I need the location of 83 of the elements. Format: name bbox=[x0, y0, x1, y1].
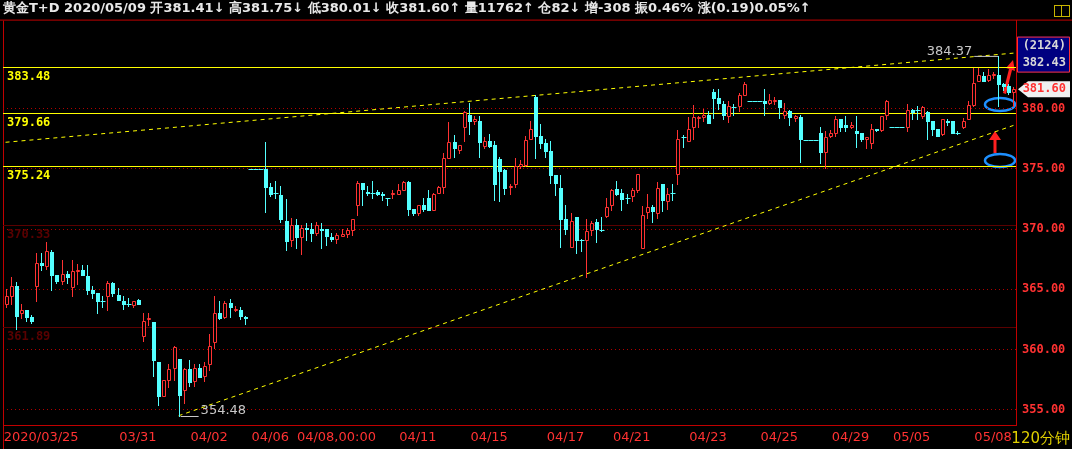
candlestick bbox=[605, 197, 609, 219]
candlestick bbox=[666, 187, 670, 211]
x-tick-label: 04/02 bbox=[190, 428, 228, 444]
annotation: 384.37 bbox=[926, 43, 973, 59]
candlestick bbox=[610, 188, 614, 212]
x-tick-label: 04/11 bbox=[399, 428, 437, 444]
candlestick bbox=[35, 252, 39, 303]
x-tick-label: 04/29 bbox=[831, 428, 870, 444]
candlestick bbox=[203, 361, 207, 383]
ref-line-label: 383.48 bbox=[7, 68, 51, 83]
text: 382.43 bbox=[1022, 54, 1066, 69]
x-tick-label: 04/23 bbox=[689, 428, 727, 444]
candlestick bbox=[824, 130, 828, 170]
candlestick bbox=[183, 367, 187, 405]
text: 381.60 bbox=[1022, 81, 1066, 96]
candlestick bbox=[61, 259, 65, 286]
x-tick-label: 04/17 bbox=[546, 428, 585, 444]
y-tick-label: 360.00 bbox=[1022, 341, 1066, 356]
candlestick bbox=[731, 103, 737, 117]
candlestick bbox=[453, 134, 457, 159]
candlestick bbox=[670, 183, 676, 202]
y-tick-label: 355.00 bbox=[1022, 401, 1066, 416]
chart-title: 黄金T+D 2020/05/09 开381.41↓ 高381.75↓ 低380.01↓ 收381.60↑ 量11762↑ 仓82↓ 增-308 振0.46% 涨(0.19)0.05%↑ bbox=[2, 0, 811, 16]
candlestick bbox=[142, 312, 146, 343]
candlestick bbox=[585, 218, 589, 279]
candlestick bbox=[361, 182, 365, 207]
text: (2124) bbox=[1022, 37, 1066, 52]
x-tick-label: 04/25 bbox=[760, 428, 799, 444]
y-tick-label: 370.00 bbox=[1022, 221, 1066, 236]
candlestick bbox=[218, 300, 222, 321]
candlestick bbox=[885, 99, 889, 121]
x-tick-label: 03/31 bbox=[119, 428, 157, 444]
y-tick-label: 365.00 bbox=[1022, 281, 1066, 296]
ref-line-label: 361.89 bbox=[7, 328, 51, 343]
candlestick bbox=[595, 218, 599, 244]
candlestick bbox=[356, 180, 360, 217]
candlestick bbox=[906, 103, 910, 133]
candlestick bbox=[727, 100, 731, 124]
x-tick-label: 04/08,00:00 bbox=[296, 428, 376, 444]
candlestick bbox=[300, 224, 304, 256]
candlestick bbox=[687, 116, 691, 143]
ref-line-label: 379.66 bbox=[7, 114, 51, 129]
candlestick bbox=[193, 363, 197, 388]
ref-line-label: 375.24 bbox=[7, 167, 51, 182]
x-tick-label: 04/15 bbox=[470, 428, 508, 444]
y-tick-label: 375.00 bbox=[1022, 160, 1066, 175]
candlestick bbox=[599, 216, 605, 233]
candlestick bbox=[463, 110, 467, 143]
candlestick bbox=[656, 181, 660, 220]
candlestick bbox=[799, 114, 803, 164]
candlestick bbox=[45, 241, 49, 271]
candlestick bbox=[478, 115, 482, 159]
candlestick bbox=[676, 129, 680, 186]
candlestick bbox=[285, 198, 289, 252]
candlestick bbox=[188, 359, 192, 388]
candlestick bbox=[646, 193, 650, 220]
candlestick bbox=[173, 345, 177, 382]
candlestick bbox=[570, 212, 574, 249]
candlestick bbox=[468, 102, 472, 136]
x-tick-label: 05/08 bbox=[974, 428, 1012, 444]
candlestick bbox=[641, 205, 645, 250]
x-tick-label: 2020/03/25 bbox=[3, 428, 79, 444]
candlestick bbox=[290, 217, 294, 248]
ref-line-label: 370.33 bbox=[7, 226, 51, 241]
x-tick-label: 04/06 bbox=[251, 428, 289, 444]
candlestick bbox=[681, 134, 687, 149]
candlestick bbox=[208, 333, 212, 372]
x-tick-label: 04/21 bbox=[612, 428, 651, 444]
candlestick bbox=[100, 295, 106, 309]
candlestick bbox=[213, 295, 217, 350]
candlestick bbox=[106, 280, 110, 312]
candlestick bbox=[1012, 86, 1016, 108]
y-tick-label: 380.00 bbox=[1022, 100, 1066, 115]
candlestick bbox=[229, 298, 233, 319]
candlestick bbox=[778, 99, 782, 120]
annotation: 354.48 bbox=[200, 402, 247, 418]
candlestick bbox=[295, 218, 299, 250]
candlestick bbox=[661, 183, 665, 213]
candlestick bbox=[625, 193, 631, 205]
text: 120分钟 bbox=[1011, 428, 1070, 447]
candlestick bbox=[722, 100, 726, 121]
candlestick bbox=[529, 120, 533, 141]
x-tick-label: 05/05 bbox=[892, 428, 931, 444]
